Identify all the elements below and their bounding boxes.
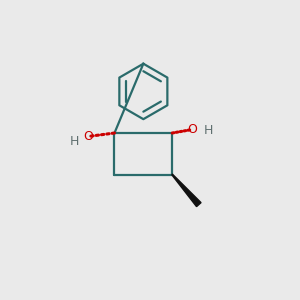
Text: H: H	[69, 135, 79, 148]
Text: O: O	[83, 130, 93, 143]
Polygon shape	[172, 174, 201, 207]
Text: H: H	[203, 124, 213, 137]
Text: O: O	[187, 123, 197, 136]
